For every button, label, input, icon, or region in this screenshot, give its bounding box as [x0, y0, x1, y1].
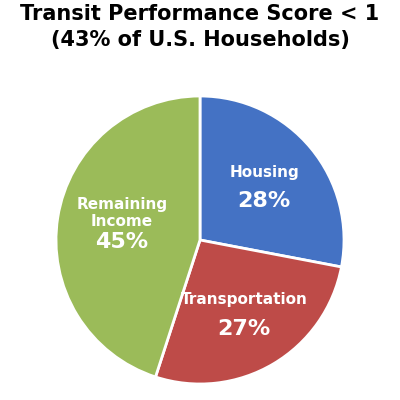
Wedge shape: [156, 240, 342, 384]
Text: Transportation: Transportation: [180, 292, 308, 308]
Text: Remaining
Income: Remaining Income: [76, 197, 167, 230]
Title: Transit Performance Score < 1
(43% of U.S. Households): Transit Performance Score < 1 (43% of U.…: [20, 4, 380, 50]
Text: 27%: 27%: [217, 319, 271, 339]
Wedge shape: [200, 96, 344, 267]
Text: 28%: 28%: [238, 191, 291, 211]
Wedge shape: [56, 96, 200, 377]
Text: 45%: 45%: [95, 232, 148, 252]
Text: Housing: Housing: [230, 165, 299, 180]
